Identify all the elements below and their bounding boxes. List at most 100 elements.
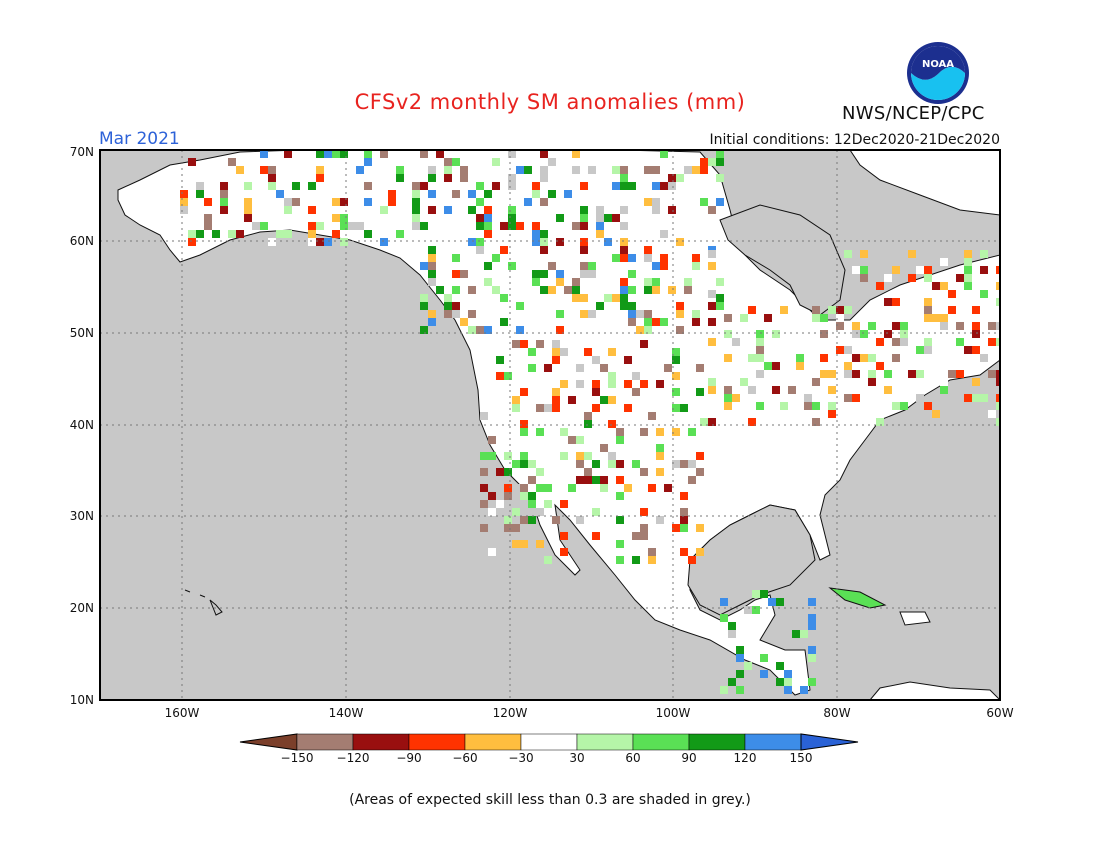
anomaly-cell [444, 206, 452, 214]
anomaly-cell [900, 322, 908, 330]
anomaly-cell [592, 508, 600, 516]
anomaly-cell [612, 254, 620, 262]
anomaly-cell [868, 370, 876, 378]
anomaly-cell [536, 428, 544, 436]
anomaly-cell [444, 174, 452, 182]
anomaly-cell [676, 302, 684, 310]
anomaly-cell [512, 524, 520, 532]
anomaly-cell [308, 182, 316, 190]
anomaly-cell [332, 198, 340, 206]
anomaly-cell [740, 394, 748, 402]
anomaly-cell [768, 598, 776, 606]
anomaly-cell [672, 372, 680, 380]
anomaly-cell [996, 298, 1000, 306]
anomaly-cell [964, 346, 972, 354]
anomaly-cell [600, 532, 608, 540]
anomaly-cell [620, 166, 628, 174]
low-skill-cell [732, 338, 740, 346]
anomaly-cell [520, 516, 528, 524]
anomaly-cell [852, 266, 860, 274]
anomaly-cell [228, 158, 236, 166]
anomaly-cell [868, 354, 876, 362]
anomaly-cell [508, 222, 516, 230]
graticule [100, 150, 1000, 700]
anomaly-cell [756, 338, 764, 346]
anomaly-cell [380, 206, 388, 214]
anomaly-cell [340, 222, 348, 230]
anomaly-cell [780, 306, 788, 314]
anomaly-cell [528, 516, 536, 524]
anomaly-cell [776, 662, 784, 670]
anomaly-cell [652, 166, 660, 174]
anomaly-cell [188, 230, 196, 238]
anomaly-cell [628, 182, 636, 190]
anomaly-cell [580, 206, 588, 214]
anomaly-cell [580, 310, 588, 318]
anomaly-cell [940, 258, 948, 266]
anomaly-cell [244, 198, 252, 206]
anomaly-cell [660, 254, 668, 262]
anomaly-cell [552, 516, 560, 524]
anomaly-cell [500, 222, 508, 230]
anomaly-cell [540, 246, 548, 254]
anomaly-cell [508, 206, 516, 214]
anomaly-cell [624, 484, 632, 492]
anomaly-cell [480, 524, 488, 532]
anomaly-cell [680, 524, 688, 532]
lon-label: 120W [493, 706, 528, 720]
anomaly-cell [868, 314, 876, 322]
anomaly-cell [648, 484, 656, 492]
anomaly-cell [680, 508, 688, 516]
anomaly-cell [708, 262, 716, 270]
initial-conditions: Initial conditions: 12Dec2020-21Dec2020 [709, 132, 1001, 148]
anomaly-cell [388, 198, 396, 206]
legend-swatch [408, 733, 466, 751]
skill-footnote: (Areas of expected skill less than 0.3 a… [349, 792, 751, 808]
anomaly-cell [484, 326, 492, 334]
anomaly-cell [924, 298, 932, 306]
anomaly-cell [476, 214, 484, 222]
anomaly-cell [628, 270, 636, 278]
anomaly-cell [808, 646, 816, 654]
anomaly-cell [452, 254, 460, 262]
anomaly-cell [504, 484, 512, 492]
lat-label: 50N [70, 326, 94, 340]
low-skill-cell [940, 322, 948, 330]
anomaly-cell [916, 346, 924, 354]
anomaly-cell [588, 262, 596, 270]
anomaly-cell [672, 524, 680, 532]
anomaly-cell [444, 166, 452, 174]
anomaly-cell [332, 214, 340, 222]
anomaly-cell [708, 378, 716, 386]
anomaly-cell [836, 314, 844, 322]
anomaly-cell [924, 290, 932, 298]
anomaly-cell [700, 158, 708, 166]
anomaly-cell [792, 630, 800, 638]
anomaly-cell [964, 258, 972, 266]
anomaly-cell [644, 286, 652, 294]
anomaly-cell [268, 238, 276, 246]
anomaly-cell [596, 222, 604, 230]
anomaly-cell [836, 322, 844, 330]
anomaly-cell [852, 346, 860, 354]
legend-label: 90 [681, 751, 696, 765]
anomaly-cell [708, 418, 716, 426]
anomaly-cell [668, 286, 676, 294]
legend-label: −90 [396, 751, 421, 765]
low-skill-cell [428, 326, 436, 334]
low-skill-cell [596, 206, 604, 214]
anomaly-cell [560, 428, 568, 436]
anomaly-cell [552, 348, 560, 356]
low-skill-cell [972, 402, 980, 410]
anomaly-cell [652, 182, 660, 190]
anomaly-cell [800, 686, 808, 694]
anomaly-cell [868, 394, 876, 402]
low-skill-cell [632, 372, 640, 380]
anomaly-cell [556, 326, 564, 334]
anomaly-cell [508, 214, 516, 222]
anomaly-cell [748, 354, 756, 362]
anomaly-cell [428, 246, 436, 254]
low-skill-cell [900, 338, 908, 346]
anomaly-cell [972, 338, 980, 346]
anomaly-cell [660, 262, 668, 270]
